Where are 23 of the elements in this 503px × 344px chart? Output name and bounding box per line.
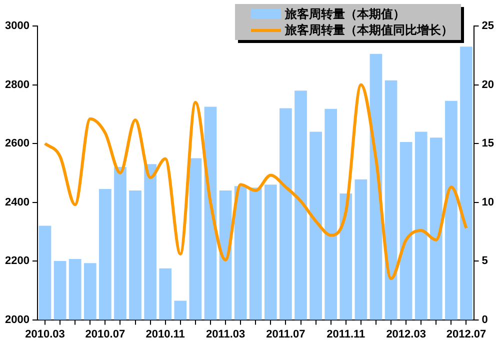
x-tick-label: 2010.03 (25, 328, 65, 340)
y2-tick-label: 15 (482, 138, 494, 150)
y-tick-label: 2000 (4, 314, 30, 326)
legend-label: 旅客周转量（本期值） (285, 6, 405, 22)
y2-tick-label: 25 (482, 20, 494, 32)
y2-tick-label: 0 (482, 314, 488, 326)
y2-tick-label: 20 (482, 78, 494, 91)
y-tick-label: 2600 (4, 138, 30, 150)
x-tick-label: 2011.07 (266, 328, 306, 340)
y-tick-label: 2800 (4, 78, 30, 91)
x-tick-label: 2011.03 (206, 328, 246, 340)
line-series (43, 83, 468, 280)
y-tick-label: 3000 (4, 20, 30, 32)
x-tick-label: 2012.03 (386, 328, 426, 340)
x-tick-label: 2010.11 (146, 328, 185, 340)
legend-label: 旅客周转量（本期值同比增长） (285, 22, 453, 38)
x-tick-label: 2012.07 (446, 328, 486, 340)
y2-tick-label: 5 (482, 255, 488, 268)
y-tick-label: 2200 (4, 255, 30, 268)
y2-tick-label: 10 (482, 196, 494, 208)
x-tick-label: 2011.11 (326, 328, 366, 340)
y-tick-label: 2400 (4, 196, 30, 208)
x-tick-label: 2010.07 (85, 328, 126, 340)
